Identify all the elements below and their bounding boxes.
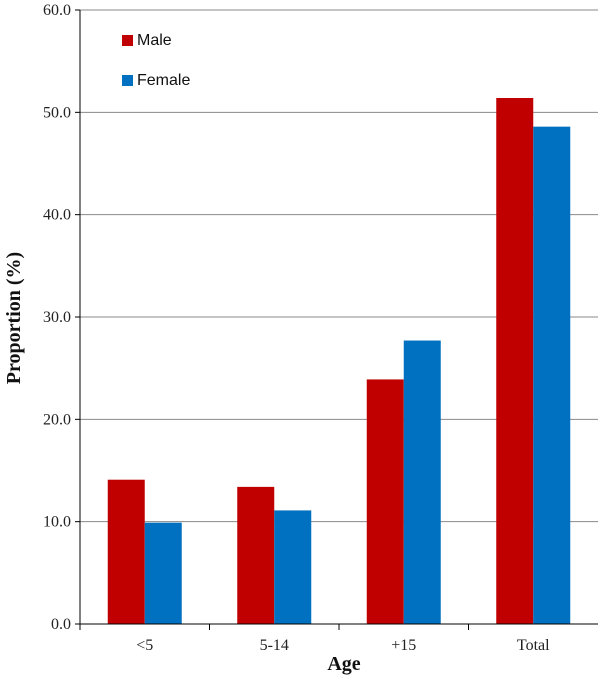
y-tick-label: 10.0 xyxy=(43,514,71,531)
bar-male-1 xyxy=(237,486,275,624)
bar-male-0 xyxy=(107,479,145,624)
bar-male-3 xyxy=(496,98,534,625)
y-tick-label: 0.0 xyxy=(51,616,71,633)
x-tick-label: <5 xyxy=(136,637,153,654)
legend-swatch-female xyxy=(122,75,133,86)
x-tick-label: +15 xyxy=(391,637,416,654)
y-tick-label: 40.0 xyxy=(43,207,71,224)
bar-female-2 xyxy=(403,340,441,624)
bar-female-0 xyxy=(144,522,182,624)
x-axis-title: Age xyxy=(327,653,360,675)
bar-female-1 xyxy=(274,510,312,624)
y-tick-label: 50.0 xyxy=(43,104,71,121)
legend-label-female: Female xyxy=(137,72,190,89)
y-tick-label: 60.0 xyxy=(43,2,71,19)
bar-male-2 xyxy=(366,379,404,624)
legend-label-male: Male xyxy=(137,32,172,49)
y-axis-title: Proportion (%) xyxy=(3,252,25,384)
y-tick-label: 20.0 xyxy=(43,411,71,428)
bar-female-3 xyxy=(533,126,571,624)
axes xyxy=(75,9,598,630)
bars xyxy=(107,98,571,625)
y-tick-labels: 0.0 10.0 20.0 30.0 40.0 50.0 60.0 xyxy=(43,2,71,633)
x-tick-label: Total xyxy=(517,637,550,654)
x-tick-label: 5-14 xyxy=(260,637,289,654)
legend: Male Female xyxy=(122,32,190,89)
y-tick-label: 30.0 xyxy=(43,309,71,326)
x-tick-labels: <5 5-14 +15 Total xyxy=(136,637,550,654)
legend-swatch-male xyxy=(122,35,133,46)
